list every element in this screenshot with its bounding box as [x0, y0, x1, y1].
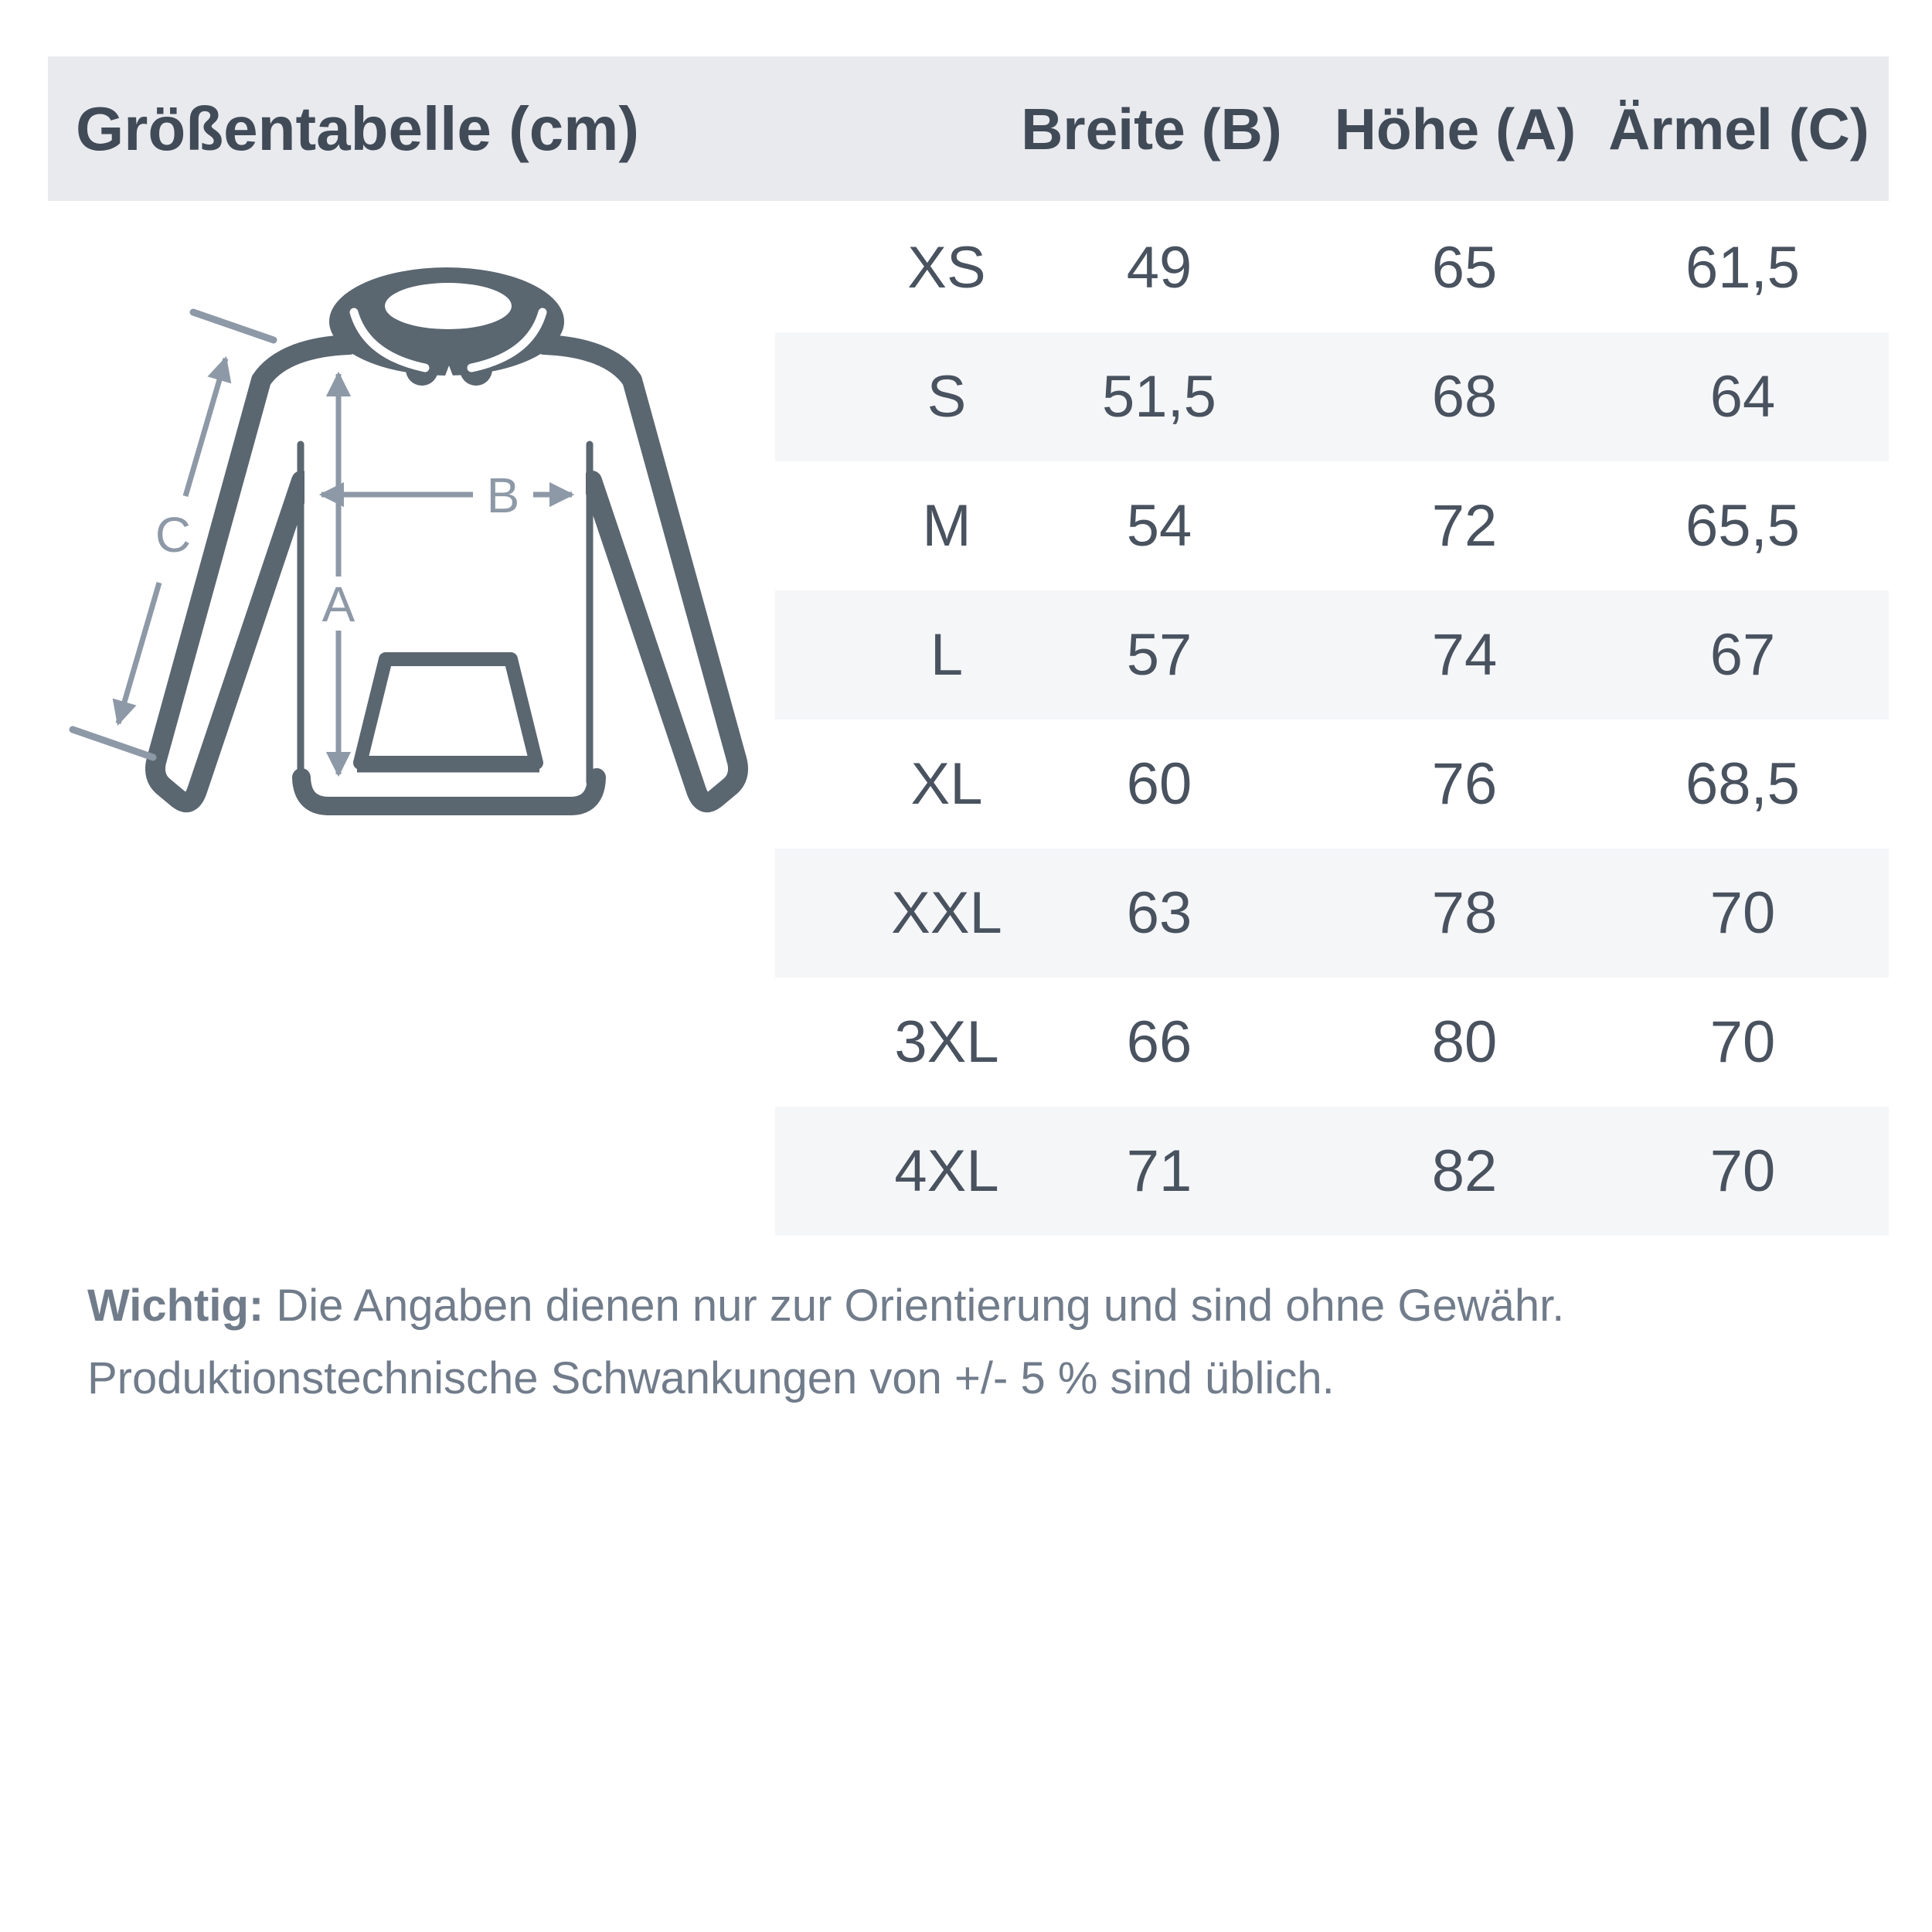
- cell-hoehe: 65: [1431, 235, 1498, 301]
- table-row: 4XL 71 82 70: [775, 1107, 1889, 1236]
- cell-hoehe: 72: [1431, 493, 1498, 559]
- measure-label-a: A: [322, 577, 355, 632]
- table-row: XXL 63 78 70: [775, 849, 1889, 978]
- footnote-important-label: Wichtig:: [87, 1281, 264, 1331]
- table-row: S 51,5 68 64: [775, 332, 1889, 461]
- measure-c-arrow: [182, 355, 232, 497]
- cell-breite: 60: [1126, 751, 1192, 817]
- cell-hoehe: 74: [1431, 622, 1498, 688]
- cell-size: XS: [907, 235, 986, 301]
- size-table-body: XS 49 65 61,5 S 51,5 68 64 M 54 72 65,5 L 57 74 67 XL 60 7…: [775, 203, 1889, 1236]
- measure-arrows: [69, 308, 575, 777]
- measure-label-b: B: [487, 468, 520, 523]
- column-header-aermel: Ärmel (C): [1608, 96, 1869, 162]
- cell-size: S: [927, 364, 967, 430]
- cell-breite: 57: [1126, 622, 1192, 688]
- cell-size: L: [930, 622, 964, 688]
- cell-aermel: 68,5: [1685, 751, 1800, 817]
- cell-aermel: 65,5: [1685, 493, 1800, 559]
- cell-aermel: 70: [1709, 880, 1776, 946]
- measure-c-end-tick: [69, 726, 157, 761]
- cell-breite: 66: [1126, 1009, 1192, 1075]
- cell-hoehe: 68: [1431, 364, 1498, 430]
- table-row: XL 60 76 68,5: [775, 719, 1889, 849]
- cell-aermel: 67: [1709, 622, 1776, 688]
- hood-icon: [329, 267, 564, 388]
- measure-c-end-tick: [189, 308, 277, 344]
- table-row: 3XL 66 80 70: [775, 978, 1889, 1107]
- cell-aermel: 64: [1709, 364, 1776, 430]
- footnote-line1-text: Die Angaben dienen nur zur Orientierung …: [264, 1281, 1565, 1331]
- cell-breite: 51,5: [1102, 364, 1216, 430]
- hoodie-body-outline: [292, 440, 606, 815]
- footnote-line1: Wichtig: Die Angaben dienen nur zur Orie…: [87, 1270, 1880, 1342]
- cell-size: XXL: [891, 880, 1002, 946]
- right-sleeve-outer: [534, 335, 747, 769]
- page-title: Größentabelle (cm): [76, 94, 640, 163]
- cell-size: XL: [910, 751, 983, 817]
- cell-size: 3XL: [894, 1009, 999, 1075]
- cell-hoehe: 78: [1431, 880, 1498, 946]
- right-sleeve-cuff: [582, 471, 748, 813]
- cell-breite: 71: [1126, 1138, 1192, 1204]
- cell-hoehe: 82: [1431, 1138, 1498, 1204]
- table-row: XS 49 65 61,5: [775, 203, 1889, 332]
- hoodie-sleeves: [145, 335, 748, 813]
- column-header-hoehe: Höhe (A): [1334, 96, 1577, 162]
- cell-breite: 49: [1126, 235, 1192, 301]
- cell-hoehe: 76: [1431, 751, 1498, 817]
- cell-aermel: 61,5: [1685, 235, 1800, 301]
- pocket-icon: [353, 652, 543, 773]
- cell-size: 4XL: [894, 1138, 999, 1204]
- column-header-breite: Breite (B): [1021, 96, 1282, 162]
- cell-hoehe: 80: [1431, 1009, 1498, 1075]
- table-header-band: Größentabelle (cm) Breite (B) Höhe (A) Ä…: [48, 56, 1889, 201]
- left-sleeve-outer: [147, 335, 359, 769]
- size-table: XS 49 65 61,5 S 51,5 68 64 M 54 72 65,5 L 57 74 67 XL 60 7…: [775, 203, 1889, 1236]
- footnote-line2: Produktionstechnische Schwankungen von +…: [87, 1353, 1335, 1403]
- cell-breite: 54: [1126, 493, 1192, 559]
- cell-aermel: 70: [1709, 1138, 1776, 1204]
- table-row: M 54 72 65,5: [775, 461, 1889, 590]
- measure-label-c: C: [155, 507, 191, 563]
- hoodie-diagram: A B C: [69, 267, 748, 815]
- cell-breite: 63: [1126, 880, 1192, 946]
- cell-size: M: [922, 493, 971, 559]
- measure-labels: A B C: [155, 468, 519, 632]
- left-sleeve-cuff: [145, 471, 311, 813]
- cell-aermel: 70: [1709, 1009, 1776, 1075]
- table-row: L 57 74 67: [775, 590, 1889, 719]
- measure-c-arrow: [112, 582, 162, 726]
- footnote: Wichtig: Die Angaben dienen nur zur Orie…: [87, 1270, 1880, 1415]
